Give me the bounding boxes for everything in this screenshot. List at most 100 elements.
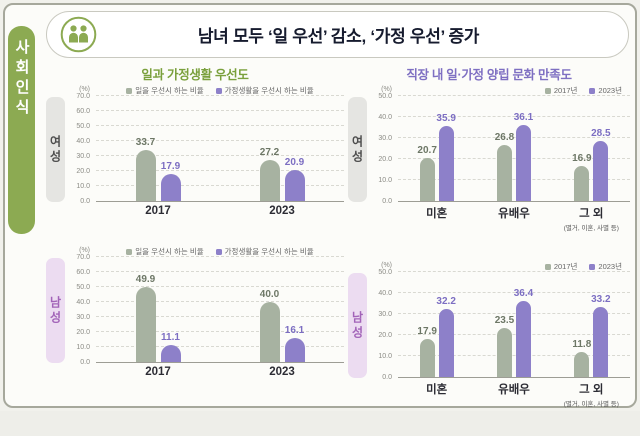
legend-swatch-gray xyxy=(126,87,133,94)
category-label: 그 외 xyxy=(579,208,604,220)
group-label: 남성 xyxy=(48,295,62,326)
y-axis-unit: (%) xyxy=(381,262,392,269)
bar-shape xyxy=(574,352,590,377)
bar-group: 40.0 16.1 xyxy=(220,258,344,362)
bar-group: 17.9 32.2 xyxy=(398,273,475,377)
bar-gray: 23.5 xyxy=(495,315,514,377)
y-tick-label: 50.0 xyxy=(378,93,392,100)
gridline xyxy=(96,346,344,347)
chart-legend: 일을 우선시 하는 비율 가정생활을 우선시 하는 비율 xyxy=(46,84,344,97)
bar-value-label: 11.1 xyxy=(161,332,180,344)
y-axis-unit: (%) xyxy=(381,86,392,93)
gridline xyxy=(398,355,630,356)
category-label: 유배우 xyxy=(498,384,530,396)
category-cell: 그 외 (별거, 이혼, 사별 등) xyxy=(553,381,630,408)
bar-gray: 33.7 xyxy=(135,137,156,201)
category-cell: 2017 xyxy=(96,366,220,378)
bar-value-label: 28.5 xyxy=(591,128,611,140)
bar-value-label: 17.9 xyxy=(417,326,437,338)
y-axis: (%) 0.0 10.0 20.0 30.0 40.0 50.0 60.0 70.0 xyxy=(67,247,93,366)
legend-swatch-gray xyxy=(544,263,551,270)
bar-value-label: 26.8 xyxy=(494,131,515,143)
bar-shape xyxy=(160,174,181,201)
y-tick-label: 10.0 xyxy=(76,344,90,351)
bar-value-label: 16.9 xyxy=(572,152,592,164)
bar-value-label: 49.9 xyxy=(135,274,156,286)
bar-purple: 20.9 xyxy=(284,157,305,201)
bar-purple: 36.4 xyxy=(514,288,533,377)
category-cell: 2023 xyxy=(220,205,344,217)
bar-purple: 11.1 xyxy=(160,332,181,362)
bar-value-label: 35.9 xyxy=(436,112,456,124)
category-cell: 유배우 xyxy=(475,381,552,408)
y-tick-label: 10.0 xyxy=(378,177,392,184)
header: 남녀 모두 ‘일 우선’ 감소, ‘가정 우선’ 증가 xyxy=(46,11,629,58)
bar-shape xyxy=(284,337,305,362)
gridline xyxy=(398,179,630,180)
group-band: 남성 xyxy=(348,273,367,378)
y-tick-label: 10.0 xyxy=(378,353,392,360)
bar-value-label: 16.1 xyxy=(284,324,305,336)
legend-swatch-gray xyxy=(126,248,133,255)
right-section-title: 직장 내 일·가정 양립 문화 만족도 xyxy=(406,68,572,82)
bar-group: 27.2 20.9 xyxy=(220,97,344,201)
category-axis: 2017 2023 xyxy=(96,205,344,217)
category-label: 그 외 xyxy=(579,384,604,396)
legend-label: 2023년 xyxy=(598,86,622,95)
bar-groups: 33.7 17.9 27.2 20.9 xyxy=(96,97,344,201)
bar-gray: 49.9 xyxy=(135,274,156,362)
bar-purple: 17.9 xyxy=(160,161,181,201)
bar-value-label: 20.9 xyxy=(284,156,305,168)
y-tick-label: 40.0 xyxy=(76,138,90,145)
y-tick-label: 0.0 xyxy=(382,198,392,205)
gridline xyxy=(398,95,630,96)
y-tick-label: 50.0 xyxy=(76,284,90,291)
gridline xyxy=(398,313,630,314)
bar-value-label: 33.2 xyxy=(591,294,611,306)
bar-value-label: 36.4 xyxy=(513,287,534,299)
group-band: 여성 xyxy=(348,97,367,202)
gridline xyxy=(96,155,344,156)
category-axis: 2017 2023 xyxy=(96,366,344,378)
legend-item: 일을 우선시 하는 비율 xyxy=(126,246,204,257)
bar-purple: 36.1 xyxy=(514,112,533,201)
legend-label: 가정생활을 우선시 하는 비율 xyxy=(224,86,314,95)
chart-main: 남성 (%) 0.0 10.0 20.0 30.0 40.0 50.0 60.0 70.0 49.9… xyxy=(46,247,344,366)
category-sublabel: (별거, 이혼, 사별 등) xyxy=(563,225,619,232)
category-label: 사회인식 xyxy=(13,39,30,119)
group-label: 여성 xyxy=(48,134,62,165)
chart-men-satisfaction: 2017년 2023년 남성 (%) 0.0 10.0 20.0 30.0 40.0 50.0 17… xyxy=(348,260,630,408)
bar-value-label: 23.5 xyxy=(494,314,515,326)
plot-area: 33.7 17.9 27.2 20.9 xyxy=(96,95,344,202)
chart-legend: 일을 우선시 하는 비율 가정생활을 우선시 하는 비율 xyxy=(46,245,344,258)
y-tick-label: 0.0 xyxy=(80,359,90,366)
y-tick-label: 50.0 xyxy=(378,269,392,276)
gridline xyxy=(96,271,344,272)
bar-groups: 17.9 32.2 23.5 36.4 11.8 33.2 xyxy=(398,273,630,377)
gridline xyxy=(96,110,344,111)
page-title: 남녀 모두 ‘일 우선’ 감소, ‘가정 우선’ 증가 xyxy=(197,27,480,46)
bar-purple: 28.5 xyxy=(591,128,611,201)
bar-value-label: 36.1 xyxy=(513,112,534,124)
bar-group: 49.9 11.1 xyxy=(96,258,220,362)
gridline xyxy=(96,185,344,186)
chart-legend: 2017년 2023년 xyxy=(348,84,630,97)
y-tick-label: 50.0 xyxy=(76,123,90,130)
y-tick-label: 60.0 xyxy=(76,108,90,115)
y-tick-label: 40.0 xyxy=(378,290,392,297)
category-sublabel: (별거, 이혼, 사별 등) xyxy=(563,401,619,408)
legend-label: 일을 우선시 하는 비율 xyxy=(135,247,204,256)
bar-value-label: 27.2 xyxy=(259,147,280,159)
gridline xyxy=(96,301,344,302)
chart-men-priority: 일을 우선시 하는 비율 가정생활을 우선시 하는 비율 남성 (%) 0.0 10.0 2… xyxy=(46,245,344,378)
plot-area: 49.9 11.1 40.0 16.1 xyxy=(96,256,344,363)
bar-purple: 35.9 xyxy=(436,113,456,201)
category-cell: 유배우 xyxy=(475,205,552,232)
category-sidebar: 사회인식 xyxy=(8,26,35,234)
gridline xyxy=(398,158,630,159)
gridline xyxy=(96,331,344,332)
bar-group: 26.8 36.1 xyxy=(475,97,552,201)
bar-group: 11.8 33.2 xyxy=(553,273,630,377)
y-tick-label: 30.0 xyxy=(378,135,392,142)
y-tick-label: 10.0 xyxy=(76,183,90,190)
